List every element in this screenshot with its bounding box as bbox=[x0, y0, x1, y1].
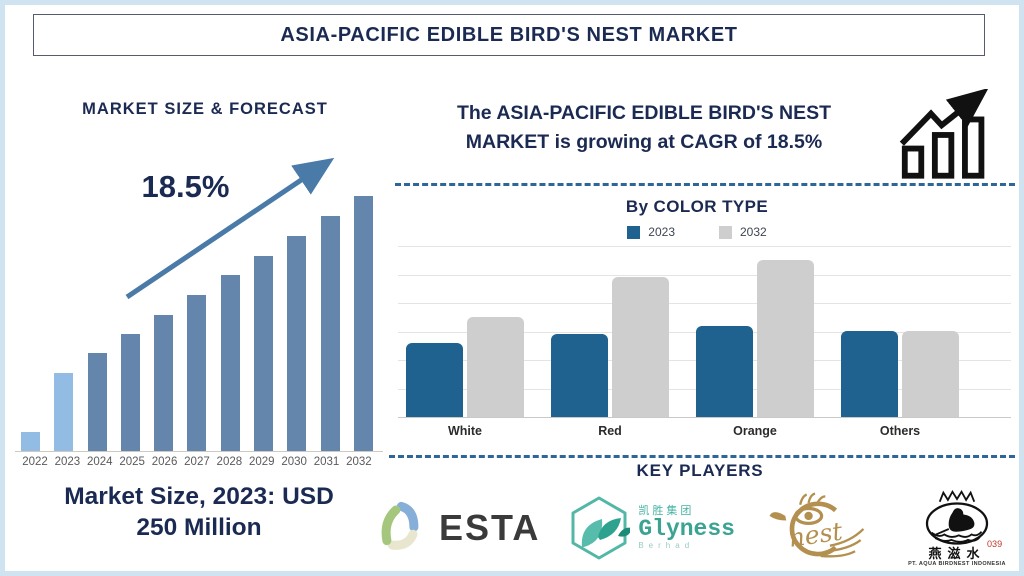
bar-red-2023 bbox=[551, 334, 608, 417]
category-label-white: White bbox=[447, 424, 483, 438]
year-label-2026: 2026 bbox=[151, 456, 178, 468]
year-label-2029: 2029 bbox=[248, 456, 275, 468]
market-size-forecast-heading: MARKET SIZE & FORECAST bbox=[82, 100, 328, 118]
gridline bbox=[398, 246, 1011, 247]
glyness-chinese-text: 凯胜集团 bbox=[638, 504, 695, 517]
glyness-text-block: 凯胜集团 Glyness Berhad bbox=[638, 505, 735, 551]
forecast-bar-2032 bbox=[353, 196, 373, 451]
bar-white-2023 bbox=[406, 343, 463, 417]
bar-group-white: White bbox=[406, 246, 524, 438]
glyness-hexagon-icon bbox=[571, 496, 631, 560]
year-label-2023: 2023 bbox=[54, 456, 81, 468]
bar-groups: White Red Orange Others bbox=[398, 246, 1011, 438]
aqua-bird-oval-icon: 039 bbox=[925, 489, 1002, 549]
cagr-statement-line1: The ASIA-PACIFIC EDIBLE BIRD'S NEST bbox=[456, 102, 832, 124]
market-size-footnote: Market Size, 2023: USD 250 Million bbox=[13, 481, 385, 544]
glyness-logo-text: Glyness bbox=[638, 516, 735, 542]
aqua-number-text: 039 bbox=[987, 539, 1002, 549]
logo-aqua-birdnest: 039 燕滋水 PT. AQUA BIRDNEST INDONESIA bbox=[897, 489, 1017, 567]
logo-glyness: 凯胜集团 Glyness Berhad bbox=[568, 495, 735, 561]
logo-nest: nest bbox=[763, 488, 869, 568]
gridline bbox=[398, 303, 1011, 304]
title-box: ASIA-PACIFIC EDIBLE BIRD'S NEST MARKET bbox=[33, 14, 985, 56]
by-color-type-heading: By COLOR TYPE bbox=[625, 197, 769, 216]
legend-label-2023: 2023 bbox=[648, 225, 675, 239]
year-label-2030: 2030 bbox=[281, 456, 307, 468]
bar-orange-2023 bbox=[696, 326, 753, 417]
forecast-bar-2026 bbox=[154, 315, 174, 451]
dashed-divider-top bbox=[395, 183, 1015, 186]
year-label-2025: 2025 bbox=[119, 456, 145, 468]
year-label-2028: 2028 bbox=[216, 456, 243, 468]
forecast-bar-2024 bbox=[87, 353, 107, 451]
nest-bird-eye-icon: nest bbox=[769, 492, 865, 558]
year-label-2027: 2027 bbox=[184, 456, 210, 468]
chart-legend: 2023 2032 bbox=[492, 225, 902, 239]
category-label-orange: Orange bbox=[733, 424, 777, 438]
forecast-bar-2028 bbox=[220, 275, 240, 451]
key-players-heading: KEY PLAYERS bbox=[636, 461, 764, 480]
legend-item-2032: 2032 bbox=[719, 225, 767, 239]
bar-chart-growth-icon bbox=[899, 89, 989, 179]
aqua-caption-text: PT. AQUA BIRDNEST INDONESIA bbox=[908, 561, 1006, 568]
color-type-plot: White Red Orange Others bbox=[398, 246, 1011, 438]
bar-others-2032 bbox=[902, 331, 959, 417]
market-size-line2: 250 Million bbox=[136, 514, 262, 542]
forecast-bar-2027 bbox=[187, 295, 207, 451]
year-label-2032: 2032 bbox=[346, 456, 372, 468]
year-label-2024: 2024 bbox=[86, 456, 113, 468]
esta-logo-text: ESTA bbox=[439, 507, 541, 548]
bar-red-2032 bbox=[612, 277, 669, 417]
forecast-bar-2022 bbox=[21, 432, 40, 451]
page-title: ASIA-PACIFIC EDIBLE BIRD'S NEST MARKET bbox=[280, 23, 738, 46]
category-label-red: Red bbox=[598, 424, 622, 438]
forecast-bar-2030 bbox=[287, 236, 307, 451]
legend-swatch-2023 bbox=[627, 225, 641, 239]
aqua-chinese-text: 燕滋水 bbox=[928, 545, 986, 561]
cagr-statement: The ASIA-PACIFIC EDIBLE BIRD'S NEST MARK… bbox=[396, 99, 892, 158]
forecast-bar-2025 bbox=[120, 334, 140, 451]
bar-orange-2032 bbox=[757, 260, 814, 417]
forecast-bar-2023 bbox=[54, 373, 74, 451]
year-label-2031: 2031 bbox=[313, 456, 340, 468]
growth-arrow bbox=[125, 157, 335, 300]
dashed-divider-bottom bbox=[389, 455, 1015, 458]
forecast-bar-2029 bbox=[254, 256, 274, 451]
year-label-2022: 2022 bbox=[22, 456, 48, 468]
forecast-bars bbox=[21, 195, 373, 451]
bar-others-2023 bbox=[841, 331, 898, 417]
bar-group-orange: Orange bbox=[696, 246, 814, 438]
nest-logo-text: nest bbox=[787, 516, 845, 552]
gridline bbox=[398, 275, 1011, 276]
esta-triangle-icon bbox=[381, 501, 419, 550]
bar-group-red: Red bbox=[551, 246, 669, 438]
legend-label-2032: 2032 bbox=[740, 225, 767, 239]
bar-white-2032 bbox=[467, 317, 524, 417]
market-size-line1: Market Size, 2023: USD bbox=[64, 483, 334, 510]
category-label-others: Others bbox=[879, 424, 921, 438]
cagr-statement-line2: MARKET is growing at CAGR of 18.5% bbox=[465, 131, 823, 154]
logo-esta: ESTA bbox=[377, 499, 540, 557]
forecast-x-axis-line bbox=[15, 451, 383, 452]
forecast-bar-2031 bbox=[320, 216, 340, 451]
x-axis-line bbox=[398, 417, 1011, 418]
legend-item-2023: 2023 bbox=[627, 225, 675, 239]
legend-swatch-2032 bbox=[719, 225, 732, 239]
bar-group-others: Others bbox=[841, 246, 959, 438]
glyness-subtext: Berhad bbox=[638, 541, 695, 551]
forecast-years: 2022 2023 2024 2025 2026 2027 2028 2029 2030 2031… bbox=[19, 456, 375, 468]
key-players-logos: ESTA 凯胜集团 Glyness Berhad bbox=[377, 488, 1017, 568]
cagr-annotation: 18.5% bbox=[141, 169, 230, 204]
